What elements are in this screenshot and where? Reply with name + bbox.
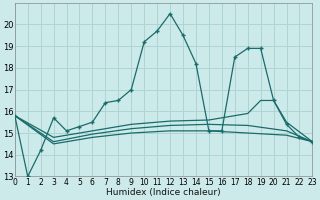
- X-axis label: Humidex (Indice chaleur): Humidex (Indice chaleur): [106, 188, 221, 197]
